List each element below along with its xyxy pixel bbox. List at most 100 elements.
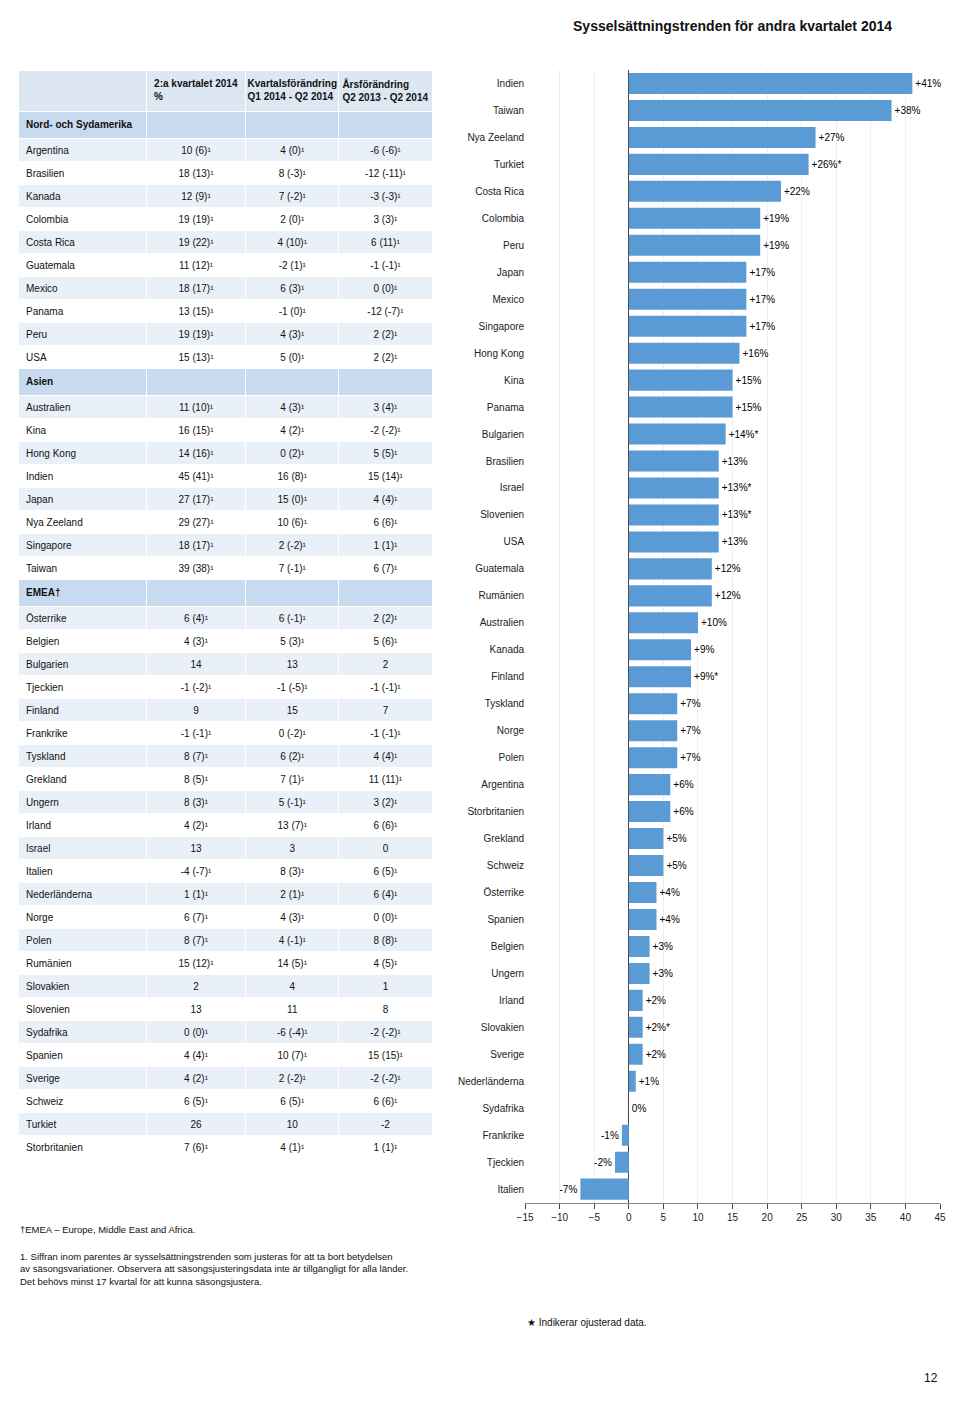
svg-text:12: 12 bbox=[924, 1371, 938, 1385]
svg-text:+2%: +2% bbox=[646, 995, 666, 1006]
svg-text:8: 8 bbox=[383, 1004, 389, 1015]
svg-text:30: 30 bbox=[831, 1212, 843, 1223]
svg-text:-3 (-3)¹: -3 (-3)¹ bbox=[370, 191, 401, 202]
svg-text:Mexico: Mexico bbox=[26, 283, 58, 294]
svg-text:6 (5)¹: 6 (5)¹ bbox=[184, 1096, 209, 1107]
svg-text:Spanien: Spanien bbox=[26, 1050, 63, 1061]
svg-text:ÅrsförändringQ2 2013 - Q2 2014: ÅrsförändringQ2 2013 - Q2 2014 bbox=[342, 78, 428, 103]
svg-text:+13%*: +13%* bbox=[722, 482, 752, 493]
svg-text:16 (15)¹: 16 (15)¹ bbox=[179, 425, 215, 436]
svg-text:Sydafrika: Sydafrika bbox=[26, 1027, 68, 1038]
svg-text:Indien: Indien bbox=[497, 78, 524, 89]
svg-text:2 (2)¹: 2 (2)¹ bbox=[373, 352, 398, 363]
svg-text:13: 13 bbox=[190, 843, 202, 854]
svg-text:14: 14 bbox=[190, 659, 202, 670]
svg-text:-1 (0)¹: -1 (0)¹ bbox=[279, 306, 307, 317]
svg-text:Sydafrika: Sydafrika bbox=[482, 1103, 524, 1114]
svg-text:13: 13 bbox=[287, 659, 299, 670]
svg-text:+17%: +17% bbox=[749, 294, 775, 305]
svg-text:0 (2)¹: 0 (2)¹ bbox=[280, 448, 305, 459]
svg-text:-7%: -7% bbox=[560, 1184, 578, 1195]
svg-text:+6%: +6% bbox=[673, 779, 693, 790]
svg-text:Ungern: Ungern bbox=[491, 968, 524, 979]
svg-text:Indien: Indien bbox=[26, 471, 53, 482]
svg-text:Guatemala: Guatemala bbox=[26, 260, 75, 271]
svg-text:4 (0)¹: 4 (0)¹ bbox=[280, 145, 305, 156]
svg-text:Panama: Panama bbox=[26, 306, 64, 317]
svg-text:+1%: +1% bbox=[639, 1076, 659, 1087]
svg-text:+7%: +7% bbox=[680, 725, 700, 736]
svg-text:45 (41)¹: 45 (41)¹ bbox=[179, 471, 215, 482]
svg-text:Irland: Irland bbox=[26, 820, 51, 831]
svg-text:+17%: +17% bbox=[749, 321, 775, 332]
svg-text:18 (17)¹: 18 (17)¹ bbox=[179, 540, 215, 551]
svg-text:-6 (-6)¹: -6 (-6)¹ bbox=[370, 145, 401, 156]
svg-text:+9%: +9% bbox=[694, 644, 714, 655]
svg-text:Storbritanien: Storbritanien bbox=[26, 1142, 83, 1153]
svg-text:Rumänien: Rumänien bbox=[26, 958, 72, 969]
svg-text:Japan: Japan bbox=[26, 494, 53, 505]
svg-text:39 (38)¹: 39 (38)¹ bbox=[179, 563, 215, 574]
svg-text:4 (4)¹: 4 (4)¹ bbox=[373, 494, 398, 505]
svg-text:Turkiet: Turkiet bbox=[26, 1119, 56, 1130]
svg-text:Taiwan: Taiwan bbox=[493, 105, 524, 116]
svg-text:6 (6)¹: 6 (6)¹ bbox=[373, 820, 398, 831]
svg-text:Nederländerna: Nederländerna bbox=[26, 889, 93, 900]
svg-text:0 (0)¹: 0 (0)¹ bbox=[373, 912, 398, 923]
svg-text:4 (2)¹: 4 (2)¹ bbox=[184, 1073, 209, 1084]
svg-text:Argentina: Argentina bbox=[26, 145, 69, 156]
svg-text:Brasilien: Brasilien bbox=[486, 456, 524, 467]
svg-text:Belgien: Belgien bbox=[26, 636, 59, 647]
svg-text:Slovenien: Slovenien bbox=[480, 509, 524, 520]
svg-text:KvartalsförändringQ1 2014 - Q2: KvartalsförändringQ1 2014 - Q2 2014 bbox=[248, 78, 337, 102]
svg-text:4 (3)¹: 4 (3)¹ bbox=[280, 329, 305, 340]
svg-text:Bulgarien: Bulgarien bbox=[26, 659, 68, 670]
svg-text:15: 15 bbox=[727, 1212, 739, 1223]
svg-text:+7%: +7% bbox=[680, 752, 700, 763]
svg-text:+27%: +27% bbox=[819, 132, 845, 143]
svg-text:-2 (-2)¹: -2 (-2)¹ bbox=[370, 425, 401, 436]
svg-text:+13%: +13% bbox=[722, 536, 748, 547]
svg-text:-2 (1)¹: -2 (1)¹ bbox=[279, 260, 307, 271]
svg-text:+41%: +41% bbox=[915, 78, 941, 89]
svg-text:Schweiz: Schweiz bbox=[26, 1096, 63, 1107]
svg-text:11 (11)¹: 11 (11)¹ bbox=[369, 774, 403, 785]
svg-text:7 (1)¹: 7 (1)¹ bbox=[280, 774, 305, 785]
svg-text:-1 (-1)¹: -1 (-1)¹ bbox=[181, 728, 212, 739]
svg-text:19 (19)¹: 19 (19)¹ bbox=[179, 214, 215, 225]
svg-text:-12 (-7)¹: -12 (-7)¹ bbox=[367, 306, 404, 317]
svg-text:−10: −10 bbox=[551, 1212, 568, 1223]
svg-text:Slovakien: Slovakien bbox=[26, 981, 69, 992]
svg-text:+9%*: +9%* bbox=[694, 671, 718, 682]
svg-text:4 (-1)¹: 4 (-1)¹ bbox=[279, 935, 307, 946]
svg-text:6 (6)¹: 6 (6)¹ bbox=[373, 517, 398, 528]
svg-text:-2 (-2)¹: -2 (-2)¹ bbox=[370, 1073, 401, 1084]
svg-text:2 (0)¹: 2 (0)¹ bbox=[280, 214, 305, 225]
svg-text:+15%: +15% bbox=[736, 402, 762, 413]
svg-text:5: 5 bbox=[661, 1212, 667, 1223]
svg-text:+2%*: +2%* bbox=[646, 1022, 670, 1033]
svg-text:10 (6)¹: 10 (6)¹ bbox=[278, 517, 308, 528]
svg-text:Slovenien: Slovenien bbox=[26, 1004, 70, 1015]
svg-text:0: 0 bbox=[626, 1212, 632, 1223]
svg-text:+2%: +2% bbox=[646, 1049, 666, 1060]
svg-text:8 (-3)¹: 8 (-3)¹ bbox=[279, 168, 307, 179]
svg-text:25: 25 bbox=[796, 1212, 808, 1223]
svg-text:2:a kvartalet 2014%: 2:a kvartalet 2014% bbox=[154, 78, 238, 102]
svg-text:+19%: +19% bbox=[763, 240, 789, 251]
svg-text:0%: 0% bbox=[632, 1103, 647, 1114]
svg-text:Spanien: Spanien bbox=[487, 914, 524, 925]
svg-text:Rumänien: Rumänien bbox=[479, 590, 525, 601]
svg-text:6 (7)¹: 6 (7)¹ bbox=[184, 912, 209, 923]
svg-text:15 (14)¹: 15 (14)¹ bbox=[368, 471, 404, 482]
svg-text:-1 (-2)¹: -1 (-2)¹ bbox=[181, 682, 212, 693]
svg-text:15 (0)¹: 15 (0)¹ bbox=[278, 494, 308, 505]
svg-text:−5: −5 bbox=[589, 1212, 601, 1223]
svg-text:20: 20 bbox=[762, 1212, 774, 1223]
svg-text:1. Siffran inom parentes är sy: 1. Siffran inom parentes är sysselsättni… bbox=[20, 1251, 408, 1287]
svg-text:+5%: +5% bbox=[666, 833, 686, 844]
svg-text:-1 (-5)¹: -1 (-5)¹ bbox=[277, 682, 308, 693]
svg-text:+7%: +7% bbox=[680, 698, 700, 709]
svg-text:Italien: Italien bbox=[497, 1184, 524, 1195]
svg-text:-6 (-4)¹: -6 (-4)¹ bbox=[277, 1027, 308, 1038]
